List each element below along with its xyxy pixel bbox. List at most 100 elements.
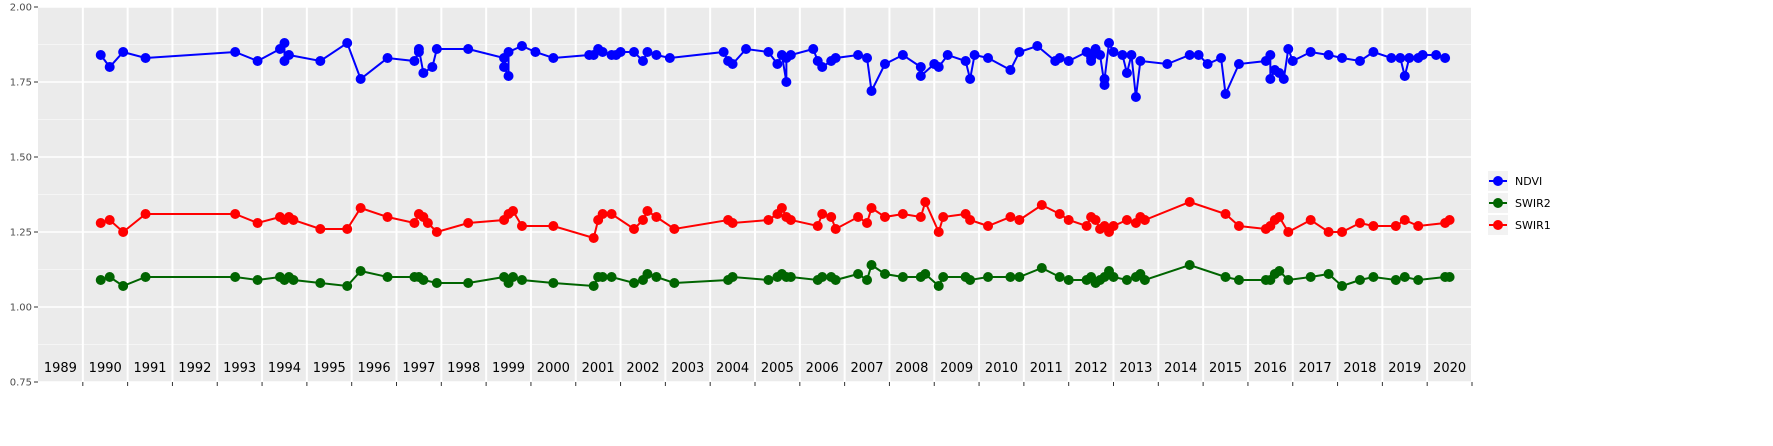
data-point (897, 50, 908, 60)
data-point (642, 269, 653, 279)
year-label: 2017 (1299, 361, 1332, 376)
data-point (1368, 47, 1379, 57)
data-point (1063, 215, 1074, 225)
data-point (1184, 260, 1195, 270)
y-tick-label: 0.75 (10, 378, 32, 389)
data-point (1274, 212, 1285, 222)
year-label: 2012 (1075, 361, 1108, 376)
year-label: 2018 (1343, 361, 1376, 376)
data-point (1305, 215, 1316, 225)
data-point (230, 47, 241, 57)
data-point (637, 215, 648, 225)
data-point (879, 59, 890, 69)
data-point (1202, 59, 1213, 69)
data-point (1184, 197, 1195, 207)
data-point (279, 38, 290, 48)
year-label: 1992 (178, 361, 211, 376)
data-point (763, 215, 774, 225)
data-point (252, 56, 263, 66)
year-label: 2011 (1030, 361, 1063, 376)
data-point (1337, 281, 1348, 291)
data-point (1323, 269, 1334, 279)
data-point (763, 47, 774, 57)
year-label-layer: 1989 1990 1991 1992 1993 1994 1995 1996 1997 1998… (44, 361, 1466, 376)
data-point (1413, 275, 1424, 285)
data-point (1005, 212, 1016, 222)
year-label: 1989 (44, 361, 77, 376)
data-point (1278, 74, 1289, 84)
data-point (1399, 215, 1410, 225)
data-point (1095, 50, 1106, 60)
data-point (508, 206, 519, 216)
legend-label: SWIR1 (1515, 219, 1551, 232)
data-point (669, 278, 680, 288)
data-point (95, 50, 106, 60)
data-point (866, 86, 877, 96)
data-point (830, 53, 841, 63)
data-point (1440, 53, 1451, 63)
data-point (938, 212, 949, 222)
legend-label: NDVI (1515, 175, 1542, 188)
data-point (741, 44, 752, 54)
data-point (508, 272, 519, 282)
data-point (812, 221, 823, 231)
data-point (355, 74, 366, 84)
data-point (629, 47, 640, 57)
year-label: 2013 (1119, 361, 1152, 376)
data-point (431, 278, 442, 288)
year-label: 2000 (537, 361, 570, 376)
data-point (1395, 53, 1406, 63)
year-label: 2006 (806, 361, 839, 376)
data-point (463, 218, 474, 228)
data-point (960, 56, 971, 66)
data-point (629, 278, 640, 288)
data-point (920, 197, 931, 207)
data-point (1104, 38, 1115, 48)
data-point (503, 47, 514, 57)
data-point (637, 56, 648, 66)
data-point (418, 68, 429, 78)
series-swir2 (95, 260, 1455, 291)
data-point (499, 62, 510, 72)
legend: NDVI SWIR2 SWIR1 (1488, 171, 1551, 235)
data-point (965, 275, 976, 285)
y-tick-label: 1.75 (10, 78, 32, 89)
data-point (853, 269, 864, 279)
data-point (516, 41, 527, 51)
data-point (1220, 272, 1231, 282)
data-point (879, 269, 890, 279)
data-point (382, 212, 393, 222)
data-point (664, 53, 675, 63)
data-point (1162, 59, 1173, 69)
data-point (1354, 275, 1365, 285)
data-point (1283, 44, 1294, 54)
year-label: 2020 (1433, 361, 1466, 376)
year-label: 2019 (1388, 361, 1421, 376)
data-point (315, 278, 326, 288)
data-point (1354, 56, 1365, 66)
data-point (969, 50, 980, 60)
data-point (409, 56, 420, 66)
year-label: 1991 (133, 361, 166, 376)
data-point (1121, 68, 1132, 78)
data-point (965, 215, 976, 225)
year-label: 2002 (626, 361, 659, 376)
data-point (1390, 275, 1401, 285)
data-point (1130, 92, 1141, 102)
data-point (1086, 53, 1097, 63)
data-point (516, 275, 527, 285)
data-point (1399, 272, 1410, 282)
data-point (1135, 56, 1146, 66)
data-point (1417, 50, 1428, 60)
data-point (1139, 215, 1150, 225)
data-point (933, 281, 944, 291)
data-point (1139, 275, 1150, 285)
year-label: 2001 (582, 361, 615, 376)
data-point (1354, 218, 1365, 228)
data-point (1032, 41, 1043, 51)
data-point (431, 227, 442, 237)
y-tick-label: 1.00 (10, 303, 32, 314)
data-point (342, 38, 353, 48)
data-point (1337, 53, 1348, 63)
